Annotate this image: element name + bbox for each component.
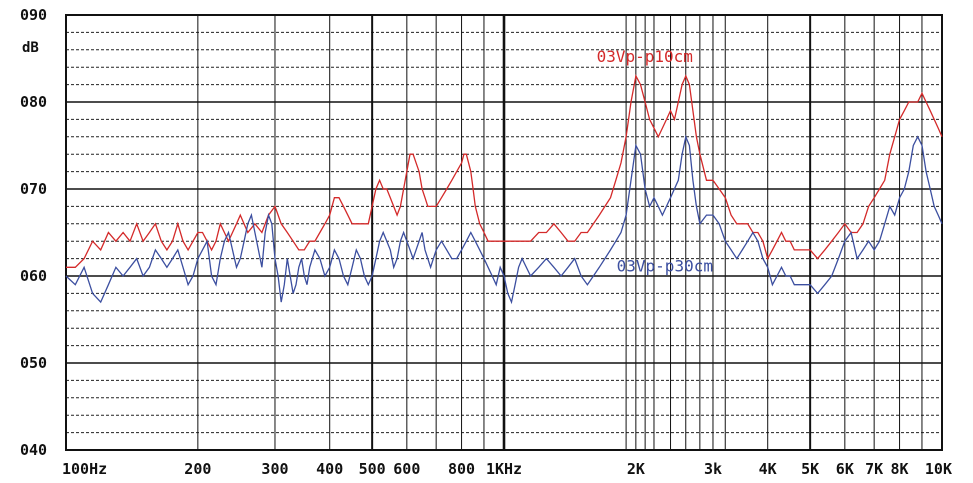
x-tick-label: 600 (393, 460, 420, 478)
tick-label-layer: 100Hz 200 300 400 500 600 800 1KHz 2K 3k 4K 5K 6K 7K 8… (20, 6, 952, 478)
x-tick-label: 200 (184, 460, 211, 478)
series-line-1 (66, 73, 943, 268)
series-label-2: 03Vp-p30cm (617, 257, 713, 276)
x-tick-label: 4K (759, 460, 777, 478)
x-tick-label: 5K (801, 460, 819, 478)
series-line-2 (65, 134, 943, 305)
x-tick-label: 10K (925, 460, 952, 478)
y-axis-label: dB (22, 40, 39, 56)
x-tick-label: 400 (316, 460, 343, 478)
series-label-1: 03Vp-p10cm (597, 47, 693, 66)
plot-frame (65, 14, 943, 451)
y-tick-label: 060 (20, 267, 47, 285)
x-tick-label: 1KHz (486, 460, 522, 478)
x-tick-label: 800 (448, 460, 475, 478)
y-tick-label: 070 (20, 180, 47, 198)
x-tick-label: 6K (836, 460, 854, 478)
y-tick-label: 040 (20, 441, 47, 459)
minor-grid (66, 31, 942, 434)
y-tick-label: 090 (20, 6, 47, 24)
x-tick-label: 7K (865, 460, 883, 478)
x-tick-label: 2K (627, 460, 645, 478)
x-tick-label: 100Hz (62, 460, 107, 478)
series-label-layer: 03Vp-p10cm 03Vp-p30cm (597, 47, 713, 276)
x-tick-label: 500 (359, 460, 386, 478)
x-tick-label: 3k (704, 460, 722, 478)
x-tick-label: 300 (261, 460, 288, 478)
y-tick-label: 080 (20, 93, 47, 111)
y-tick-label: 050 (20, 354, 47, 372)
x-tick-label: 8K (891, 460, 909, 478)
series-layer (65, 73, 943, 305)
